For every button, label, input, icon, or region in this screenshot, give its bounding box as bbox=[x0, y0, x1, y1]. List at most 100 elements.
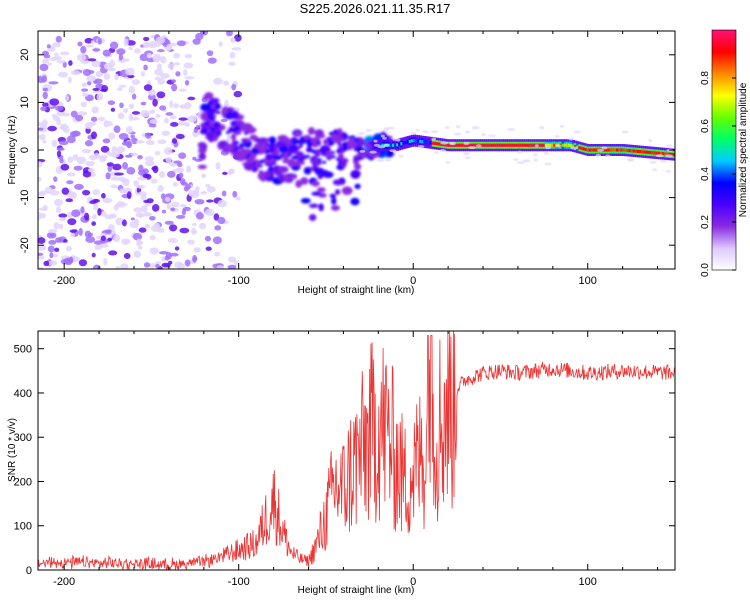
noise-speckle bbox=[71, 209, 81, 218]
noise-speckle bbox=[193, 247, 201, 253]
band-core bbox=[435, 142, 439, 146]
noise-speckle bbox=[166, 203, 172, 210]
ridge-blob bbox=[277, 175, 284, 182]
noise-speckle bbox=[206, 186, 216, 193]
noise-speckle bbox=[155, 263, 160, 269]
noise-speckle bbox=[156, 91, 166, 99]
noise-speckle bbox=[95, 70, 103, 78]
band-halo-speck bbox=[471, 126, 476, 130]
noise-speckle bbox=[231, 47, 242, 51]
noise-speckle bbox=[227, 264, 237, 269]
ridge-core bbox=[303, 139, 308, 143]
ridge-blob bbox=[308, 213, 317, 221]
band-core bbox=[561, 143, 565, 147]
noise-speckle bbox=[113, 234, 121, 243]
noise-speckle bbox=[171, 83, 178, 92]
noise-speckle bbox=[174, 246, 180, 251]
noise-speckle bbox=[126, 191, 132, 199]
noise-speckle bbox=[149, 234, 156, 241]
band-core bbox=[662, 152, 666, 156]
band-core bbox=[484, 143, 488, 147]
noise-speckle bbox=[42, 102, 49, 107]
noise-speckle bbox=[78, 259, 88, 267]
band-core bbox=[523, 143, 527, 147]
ridge-blob bbox=[330, 133, 339, 143]
ridge-blob bbox=[347, 138, 356, 148]
noise-speckle bbox=[115, 217, 124, 226]
noise-speckle bbox=[228, 169, 234, 175]
noise-speckle bbox=[146, 52, 152, 59]
ridge-blob bbox=[224, 112, 234, 120]
band-halo-speck bbox=[665, 169, 672, 173]
snr-marks bbox=[38, 331, 675, 570]
noise-speckle bbox=[143, 212, 152, 217]
noise-speckle bbox=[109, 41, 119, 50]
ridge-core bbox=[225, 130, 230, 134]
noise-speckle bbox=[196, 124, 201, 129]
noise-speckle bbox=[81, 92, 89, 97]
noise-speckle bbox=[82, 189, 91, 196]
noise-speckle bbox=[59, 124, 70, 131]
noise-speckle bbox=[137, 240, 144, 245]
noise-speckle bbox=[43, 260, 50, 267]
ridge-core bbox=[328, 142, 333, 146]
band-core bbox=[398, 142, 402, 146]
band-core bbox=[672, 153, 675, 157]
ridge-blob bbox=[312, 167, 323, 173]
noise-speckle bbox=[150, 178, 158, 184]
colorbar-tick-label: 0.4 bbox=[700, 167, 711, 181]
noise-speckle bbox=[141, 204, 148, 213]
noise-speckle bbox=[87, 168, 95, 173]
ridge-blob bbox=[329, 193, 337, 198]
band-halo-speck bbox=[513, 158, 519, 162]
noise-speckle bbox=[142, 41, 150, 49]
band-halo-speck bbox=[621, 130, 629, 134]
ridge-blob bbox=[300, 177, 309, 185]
noise-speckle bbox=[128, 85, 136, 94]
noise-speckle bbox=[59, 51, 70, 56]
x-tick-label: 100 bbox=[579, 576, 597, 588]
band-halo-speck bbox=[488, 134, 497, 138]
band-core bbox=[490, 143, 494, 147]
noise-speckle bbox=[102, 197, 113, 204]
noise-speckle bbox=[103, 73, 111, 80]
band-core bbox=[670, 152, 674, 157]
band-core bbox=[450, 143, 454, 147]
band-halo-speck bbox=[389, 126, 395, 130]
noise-speckle bbox=[194, 198, 205, 205]
noise-speckle bbox=[55, 35, 62, 43]
noise-speckle bbox=[117, 112, 125, 120]
noise-speckle bbox=[39, 63, 49, 72]
noise-speckle bbox=[204, 235, 211, 242]
ridge-blob bbox=[357, 151, 368, 157]
band-halo-speck bbox=[439, 149, 446, 153]
noise-speckle bbox=[212, 236, 222, 245]
ridge-core bbox=[240, 143, 245, 147]
noise-speckle bbox=[143, 36, 150, 42]
ridge-blob bbox=[200, 112, 209, 122]
band-core bbox=[402, 141, 406, 145]
noise-speckle bbox=[56, 118, 61, 126]
band-halo-speck bbox=[595, 153, 602, 157]
band-halo-speck bbox=[398, 154, 404, 158]
ridge-blob bbox=[300, 197, 311, 204]
noise-speckle bbox=[42, 58, 50, 64]
noise-speckle bbox=[41, 75, 48, 83]
band-core bbox=[505, 143, 509, 147]
band-halo-speck bbox=[422, 130, 430, 134]
band-core bbox=[496, 143, 500, 147]
noise-speckle bbox=[121, 219, 127, 227]
band-core bbox=[482, 143, 486, 147]
ridge-blob bbox=[307, 127, 316, 135]
ridge-core bbox=[319, 148, 324, 152]
band-halo-speck bbox=[384, 158, 392, 162]
band-halo-speck bbox=[389, 149, 397, 153]
noise-speckle bbox=[93, 240, 104, 245]
noise-speckle bbox=[233, 260, 238, 266]
ridge-blob bbox=[264, 149, 272, 154]
noise-speckle bbox=[186, 165, 192, 173]
noise-speckle bbox=[89, 154, 97, 161]
band-core bbox=[563, 143, 567, 147]
noise-speckle bbox=[123, 38, 129, 47]
y-tick-label: 400 bbox=[14, 388, 32, 400]
